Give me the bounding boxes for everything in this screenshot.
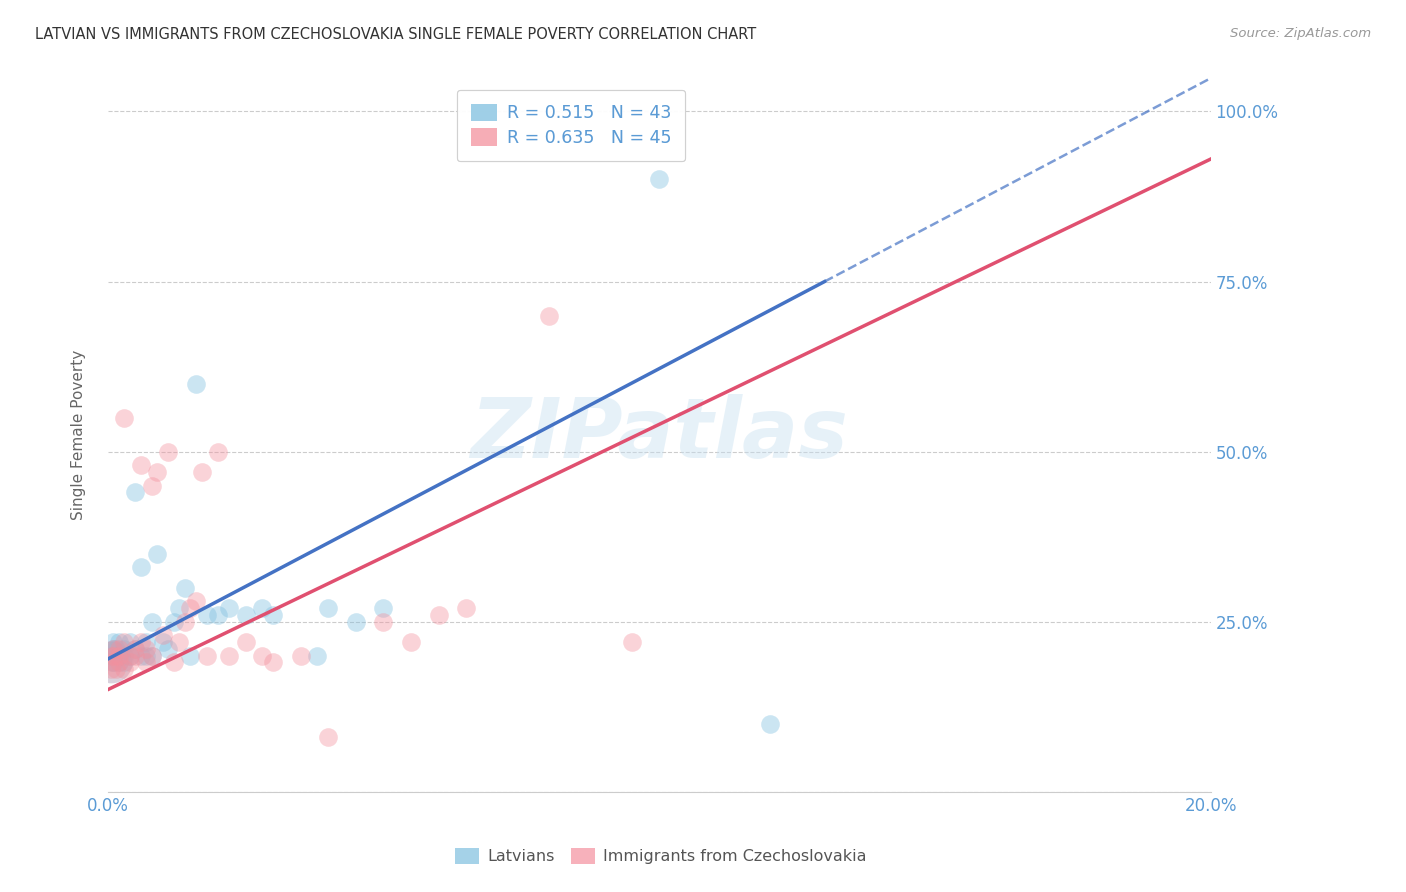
- Point: [107, 641, 129, 656]
- Point: [344, 615, 367, 629]
- Legend: R = 0.515   N = 43, R = 0.635   N = 45: R = 0.515 N = 43, R = 0.635 N = 45: [457, 90, 685, 161]
- Point: [135, 648, 157, 663]
- Point: [118, 656, 141, 670]
- Point: [262, 656, 284, 670]
- Point: [105, 662, 128, 676]
- Point: [169, 601, 191, 615]
- Point: [250, 601, 273, 615]
- Point: [124, 641, 146, 656]
- Point: [146, 547, 169, 561]
- Point: [373, 601, 395, 615]
- Point: [373, 615, 395, 629]
- Point: [152, 635, 174, 649]
- Point: [129, 648, 152, 663]
- Point: [100, 656, 122, 670]
- Point: [141, 648, 163, 663]
- Point: [112, 635, 135, 649]
- Point: [235, 635, 257, 649]
- Point: [146, 465, 169, 479]
- Point: [100, 656, 122, 670]
- Point: [318, 731, 340, 745]
- Point: [100, 648, 122, 663]
- Point: [141, 478, 163, 492]
- Point: [135, 635, 157, 649]
- Point: [169, 635, 191, 649]
- Point: [179, 601, 201, 615]
- Point: [124, 485, 146, 500]
- Point: [107, 648, 129, 663]
- Point: [112, 641, 135, 656]
- Point: [103, 648, 125, 663]
- Point: [100, 662, 122, 676]
- Point: [174, 581, 197, 595]
- Point: [112, 648, 135, 663]
- Point: [103, 656, 125, 670]
- Point: [218, 648, 240, 663]
- Point: [107, 635, 129, 649]
- Point: [118, 648, 141, 663]
- Point: [184, 594, 207, 608]
- Point: [152, 628, 174, 642]
- Point: [537, 309, 560, 323]
- Point: [195, 607, 218, 622]
- Point: [107, 656, 129, 670]
- Point: [141, 615, 163, 629]
- Point: [318, 601, 340, 615]
- Point: [262, 607, 284, 622]
- Point: [179, 648, 201, 663]
- Point: [157, 444, 180, 458]
- Point: [157, 641, 180, 656]
- Point: [163, 656, 186, 670]
- Point: [250, 648, 273, 663]
- Point: [456, 601, 478, 615]
- Point: [103, 635, 125, 649]
- Point: [184, 376, 207, 391]
- Point: [620, 635, 643, 649]
- Point: [129, 458, 152, 473]
- Point: [207, 444, 229, 458]
- Text: LATVIAN VS IMMIGRANTS FROM CZECHOSLOVAKIA SINGLE FEMALE POVERTY CORRELATION CHAR: LATVIAN VS IMMIGRANTS FROM CZECHOSLOVAKI…: [35, 27, 756, 42]
- Point: [235, 607, 257, 622]
- Point: [207, 607, 229, 622]
- Point: [103, 656, 125, 670]
- Legend: Latvians, Immigrants from Czechoslovakia: Latvians, Immigrants from Czechoslovakia: [449, 841, 873, 871]
- Point: [101, 656, 124, 670]
- Point: [190, 465, 212, 479]
- Point: [103, 648, 125, 663]
- Point: [118, 648, 141, 663]
- Point: [124, 648, 146, 663]
- Text: Source: ZipAtlas.com: Source: ZipAtlas.com: [1230, 27, 1371, 40]
- Y-axis label: Single Female Poverty: Single Female Poverty: [72, 350, 86, 520]
- Point: [112, 410, 135, 425]
- Point: [103, 641, 125, 656]
- Point: [112, 656, 135, 670]
- Point: [112, 662, 135, 676]
- Point: [163, 615, 186, 629]
- Point: [129, 635, 152, 649]
- Point: [129, 560, 152, 574]
- Point: [103, 641, 125, 656]
- Text: ZIPatlas: ZIPatlas: [470, 394, 848, 475]
- Point: [758, 716, 780, 731]
- Point: [135, 641, 157, 656]
- Point: [107, 656, 129, 670]
- Point: [174, 615, 197, 629]
- Point: [141, 648, 163, 663]
- Point: [427, 607, 450, 622]
- Point: [307, 648, 329, 663]
- Point: [101, 648, 124, 663]
- Point: [648, 172, 671, 186]
- Point: [290, 648, 312, 663]
- Point: [124, 641, 146, 656]
- Point: [107, 648, 129, 663]
- Point: [105, 641, 128, 656]
- Point: [135, 656, 157, 670]
- Point: [195, 648, 218, 663]
- Point: [399, 635, 422, 649]
- Point: [218, 601, 240, 615]
- Point: [118, 635, 141, 649]
